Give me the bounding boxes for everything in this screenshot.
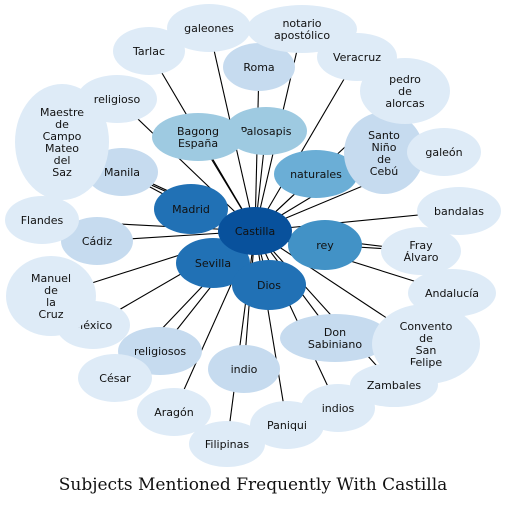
node-ellipse-zambales bbox=[350, 363, 438, 407]
node-religioso: religioso bbox=[77, 75, 157, 123]
node-label-fray: Fray Álvaro bbox=[404, 239, 439, 264]
node-label-dios: Dios bbox=[257, 279, 281, 292]
node-label-notario: notario apostólico bbox=[274, 17, 330, 42]
node-ellipse-manuel bbox=[6, 256, 96, 336]
node-ellipse-tarlac bbox=[113, 27, 185, 75]
node-naturales: naturales bbox=[274, 150, 358, 198]
node-label-manuel: Manuel de la Cruz bbox=[31, 272, 71, 321]
node-label-manila: Manila bbox=[104, 166, 140, 179]
node-madrid: Madrid bbox=[154, 184, 228, 234]
node-santo: Santo Niño de Cebú bbox=[344, 112, 424, 194]
node-ellipse-pedro bbox=[360, 58, 450, 124]
node-ellipse-rey bbox=[288, 220, 362, 270]
node-label-paniqui: Paniqui bbox=[267, 419, 307, 432]
node-ellipse-filipinas bbox=[189, 421, 265, 467]
node-label-cesar: César bbox=[99, 372, 131, 385]
node-label-religioso: religioso bbox=[94, 93, 141, 106]
node-label-palosapis: Palosapis bbox=[241, 125, 292, 138]
node-paniqui: Paniqui bbox=[250, 401, 324, 449]
node-ellipse-cesar bbox=[78, 354, 152, 402]
node-label-pedro: pedro de alorcas bbox=[385, 73, 425, 110]
node-fray: Fray Álvaro bbox=[381, 227, 461, 275]
node-label-religiosos: religiosos bbox=[134, 345, 186, 358]
node-ellipse-roma bbox=[223, 43, 295, 91]
node-label-filipinas: Filipinas bbox=[205, 438, 249, 451]
node-galeon: galeón bbox=[407, 128, 481, 176]
node-ellipse-naturales bbox=[274, 150, 358, 198]
node-ellipse-bagong bbox=[152, 113, 244, 161]
node-label-andalucia: Andalucía bbox=[425, 287, 479, 300]
node-label-aragon: Aragón bbox=[154, 406, 194, 419]
node-ellipse-sevilla bbox=[176, 238, 250, 288]
node-cadiz: Cádiz bbox=[61, 217, 133, 265]
node-castilla: Castilla bbox=[218, 207, 292, 255]
node-dios: Dios bbox=[232, 260, 306, 310]
node-pedro: pedro de alorcas bbox=[360, 58, 450, 124]
node-ellipse-galeon bbox=[407, 128, 481, 176]
node-sevilla: Sevilla bbox=[176, 238, 250, 288]
node-zambales: Zambales bbox=[350, 363, 438, 407]
node-palosapis: Palosapis bbox=[225, 107, 307, 155]
node-label-indio: indio bbox=[231, 363, 258, 376]
node-label-naturales: naturales bbox=[290, 168, 342, 181]
node-ellipse-santo bbox=[344, 112, 424, 194]
node-indio: indio bbox=[208, 345, 280, 393]
node-flandes: Flandes bbox=[5, 196, 79, 244]
node-label-bagong: Bagong España bbox=[177, 125, 219, 150]
node-label-maestre: Maestre de Campo Mateo del Saz bbox=[40, 106, 84, 179]
diagram-title: Subjects Mentioned Frequently With Casti… bbox=[59, 475, 448, 495]
node-ellipse-religioso bbox=[77, 75, 157, 123]
node-roma: Roma bbox=[223, 43, 295, 91]
node-label-indios: indios bbox=[322, 402, 355, 415]
edge-castilla-religioso bbox=[116, 98, 256, 232]
node-label-castilla: Castilla bbox=[235, 225, 275, 238]
node-ellipse-madrid bbox=[154, 184, 228, 234]
node-ellipse-aragon bbox=[137, 388, 211, 436]
node-label-rey: rey bbox=[316, 239, 334, 252]
node-don: Don Sabiniano bbox=[280, 314, 390, 362]
node-aragon: Aragón bbox=[137, 388, 211, 436]
node-ellipse-castilla bbox=[218, 207, 292, 255]
node-manuel: Manuel de la Cruz bbox=[6, 256, 96, 336]
node-layer: Sevilla Dios Madrid rey naturales Palosapis Ba… bbox=[5, 4, 501, 467]
node-ellipse-palosapis bbox=[225, 107, 307, 155]
node-ellipse-don bbox=[280, 314, 390, 362]
node-ellipse-cadiz bbox=[61, 217, 133, 265]
node-ellipse-flandes bbox=[5, 196, 79, 244]
node-label-flandes: Flandes bbox=[21, 214, 64, 227]
node-label-roma: Roma bbox=[243, 61, 274, 74]
node-rey: rey bbox=[288, 220, 362, 270]
edge-castilla-veracruz bbox=[254, 56, 358, 232]
node-cesar: César bbox=[78, 354, 152, 402]
node-label-tarlac: Tarlac bbox=[132, 45, 165, 58]
node-bagong: Bagong España bbox=[152, 113, 244, 161]
node-label-bandalas: bandalas bbox=[434, 205, 484, 218]
node-label-don: Don Sabiniano bbox=[308, 326, 363, 351]
node-label-cadiz: Cádiz bbox=[82, 235, 112, 248]
node-filipinas: Filipinas bbox=[189, 421, 265, 467]
node-tarlac: Tarlac bbox=[113, 27, 185, 75]
node-label-madrid: Madrid bbox=[172, 203, 210, 216]
node-galeones: galeones bbox=[167, 4, 251, 52]
node-label-convento: Convento de San Felipe bbox=[400, 320, 453, 369]
node-ellipse-indio bbox=[208, 345, 280, 393]
node-label-sevilla: Sevilla bbox=[195, 257, 231, 270]
node-ellipse-fray bbox=[381, 227, 461, 275]
edge-castilla-zambales bbox=[254, 230, 395, 386]
node-ellipse-paniqui bbox=[250, 401, 324, 449]
node-ellipse-bandalas bbox=[417, 187, 501, 235]
node-bandalas: bandalas bbox=[417, 187, 501, 235]
node-label-zambales: Zambales bbox=[367, 379, 422, 392]
node-ellipse-dios bbox=[232, 260, 306, 310]
node-label-galeones: galeones bbox=[184, 22, 234, 35]
node-ellipse-galeones bbox=[167, 4, 251, 52]
node-label-galeon: galeón bbox=[425, 146, 462, 159]
node-label-santo: Santo Niño de Cebú bbox=[368, 129, 400, 178]
node-label-veracruz: Veracruz bbox=[333, 51, 381, 64]
